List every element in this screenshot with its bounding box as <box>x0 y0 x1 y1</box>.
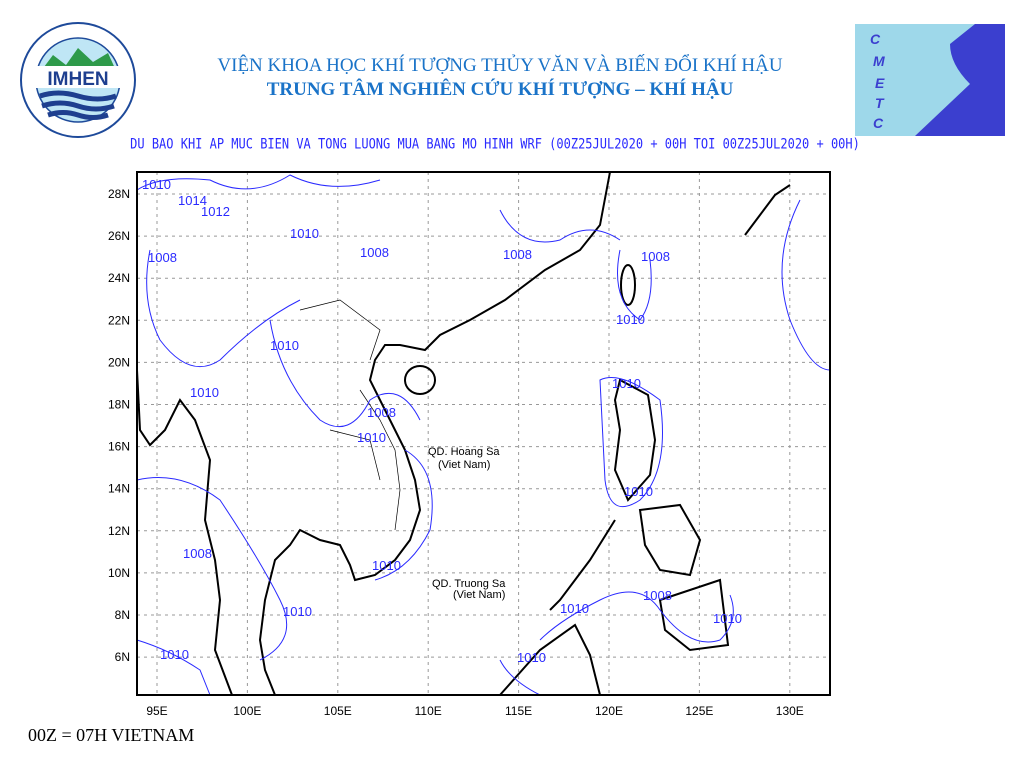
timezone-note: 00Z = 07H VIETNAM <box>28 725 195 745</box>
japan-islands <box>744 184 791 236</box>
lat-tick-label: 14N <box>108 482 130 496</box>
lon-tick-label: 95E <box>146 704 167 718</box>
lon-tick-label: 130E <box>776 704 804 718</box>
isobar-label: 1008 <box>183 546 212 561</box>
lat-tick-label: 10N <box>108 566 130 580</box>
luzon <box>613 378 657 502</box>
svg-text:C: C <box>873 115 884 131</box>
isobar-label: 1008 <box>360 245 389 260</box>
isobar-label: 1010 <box>190 385 219 400</box>
isobar-label: 1008 <box>148 250 177 265</box>
spratly-label-1: QD. Truong Sa <box>432 578 506 590</box>
isobar-label: 1010 <box>142 177 171 192</box>
isobar-label: 1010 <box>283 604 312 619</box>
isobar-label: 1010 <box>357 430 386 445</box>
isobar-label: 1008 <box>643 588 672 603</box>
paracel-label-2: (Viet Nam) <box>438 459 490 471</box>
lon-tick-label: 120E <box>595 704 623 718</box>
isobar-label: 1010 <box>624 484 653 499</box>
map-frame <box>136 171 831 696</box>
lat-tick-label: 16N <box>108 440 130 454</box>
map-title: DU BAO KHI AP MUC BIEN VA TONG LUONG MUA… <box>130 135 860 153</box>
lon-tick-label: 105E <box>324 704 352 718</box>
center-title: TRUNG TÂM NGHIÊN CỨU KHÍ TƯỢNG – KHÍ HẬU <box>266 79 734 100</box>
lon-tick-label: 125E <box>685 704 713 718</box>
hainan <box>404 365 436 395</box>
mainland-coast <box>258 171 611 696</box>
lat-tick-label: 22N <box>108 313 130 327</box>
island-annotations: QD. Hoang Sa (Viet Nam) QD. Truong Sa (V… <box>428 446 506 601</box>
lat-tick-label: 6N <box>115 650 130 664</box>
lat-tick-label: 12N <box>108 524 130 538</box>
west-coast <box>136 369 233 696</box>
coastlines <box>136 171 791 696</box>
lat-tick-label: 24N <box>108 271 130 285</box>
svg-text:C: C <box>870 31 881 47</box>
isobar-label: 1010 <box>290 226 319 241</box>
isobar-label: 1008 <box>367 405 396 420</box>
taiwan <box>620 264 636 306</box>
palawan <box>549 519 616 611</box>
institute-title: VIỆN KHOA HỌC KHÍ TƯỢNG THỦY VĂN VÀ BIẾN… <box>217 55 783 76</box>
isobar-label: 1014 <box>178 193 207 208</box>
imhen-logo: IMHEN <box>20 22 136 138</box>
svg-text:IMHEN: IMHEN <box>47 69 108 90</box>
isobar-label: 1010 <box>517 650 546 665</box>
lon-tick-label: 110E <box>415 704 442 718</box>
isobars <box>136 174 831 696</box>
lat-tick-label: 20N <box>108 355 130 369</box>
lat-tick-label: 18N <box>108 398 130 412</box>
lon-tick-label: 100E <box>233 704 261 718</box>
svg-text:M: M <box>873 53 885 69</box>
lat-tick-label: 26N <box>108 229 130 243</box>
visayas <box>638 503 702 577</box>
isobar-label: 1010 <box>160 647 189 662</box>
isobar-label: 1010 <box>560 601 589 616</box>
lat-tick-label: 8N <box>115 608 130 622</box>
borneo <box>499 623 601 696</box>
isobar-label: 1010 <box>616 312 645 327</box>
paracel-label-1: QD. Hoang Sa <box>428 446 500 458</box>
province-borders <box>299 299 401 531</box>
isobar-label: 1010 <box>270 338 299 353</box>
isobar-label: 1010 <box>372 558 401 573</box>
lon-tick-label: 115E <box>505 704 532 718</box>
svg-text:E: E <box>875 75 885 91</box>
isobar-label: 1010 <box>713 611 742 626</box>
svg-text:T: T <box>875 95 885 111</box>
grid-lines <box>137 172 830 695</box>
isobar-label: 1012 <box>201 204 230 219</box>
isobar-label: 1008 <box>641 249 670 264</box>
lat-tick-label: 28N <box>108 187 130 201</box>
mindanao <box>658 578 730 652</box>
isobar-label: 1008 <box>503 247 532 262</box>
spratly-label-2: (Viet Nam) <box>453 589 505 601</box>
isobar-label: 1010 <box>612 376 641 391</box>
